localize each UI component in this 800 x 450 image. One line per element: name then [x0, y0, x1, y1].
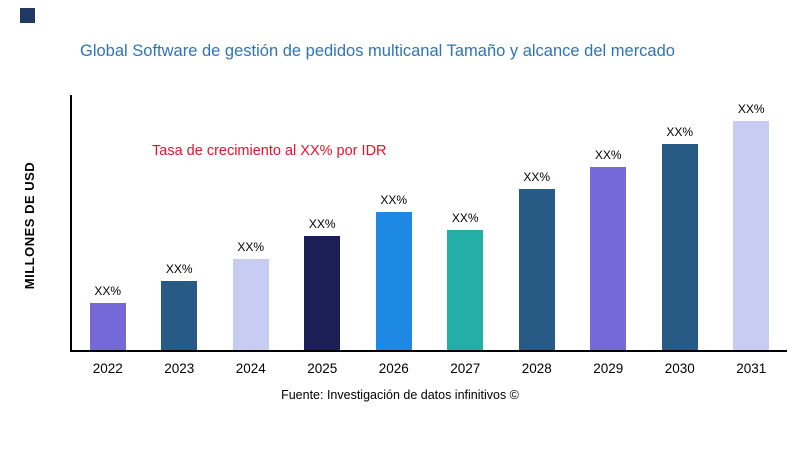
- bar: [232, 259, 269, 350]
- x-tick-label: 2026: [378, 361, 409, 376]
- source-caption: Fuente: Investigación de datos infinitiv…: [281, 388, 519, 402]
- y-axis-label-text: MILLONES DE USD: [22, 161, 38, 289]
- x-tick-label: 2027: [450, 361, 481, 376]
- bar: [733, 121, 770, 350]
- bar-value-label: XX%: [523, 170, 551, 184]
- bar-group: XX% 2028: [518, 95, 555, 376]
- bar: [304, 236, 341, 350]
- bar-group: XX% 2029: [590, 95, 627, 376]
- growth-annotation: Tasa de crecimiento al XX% por IDR: [152, 143, 387, 159]
- bar-value-label: XX%: [94, 284, 122, 298]
- bar: [590, 167, 627, 350]
- x-tick-label: 2022: [92, 361, 123, 376]
- bar-value-label: XX%: [380, 193, 408, 207]
- bar-group: XX% 2027: [447, 95, 484, 376]
- bar-value-label: XX%: [237, 240, 265, 254]
- bar-group: XX% 2024: [232, 95, 269, 376]
- bar-value-label: XX%: [165, 262, 193, 276]
- bar-value-label: XX%: [666, 125, 694, 139]
- plot-area: Tasa de crecimiento al XX% por IDR XX% 20…: [70, 95, 787, 376]
- bar-value-label: XX%: [594, 148, 622, 162]
- x-tick-label: 2024: [235, 361, 266, 376]
- bar: [518, 189, 555, 350]
- bar-value-label: XX%: [308, 217, 336, 231]
- bar-group: XX% 2023: [161, 95, 198, 376]
- logo-mark: [20, 8, 35, 23]
- bar: [161, 281, 198, 350]
- bar-value-label: XX%: [451, 211, 479, 225]
- bar-group: XX% 2022: [89, 95, 126, 376]
- bar-group: XX% 2025: [304, 95, 341, 376]
- x-tick-label: 2030: [664, 361, 695, 376]
- bar: [89, 303, 126, 350]
- x-tick-label: 2031: [736, 361, 767, 376]
- x-tick-label: 2023: [164, 361, 195, 376]
- y-axis-label: MILLONES DE USD: [18, 100, 42, 350]
- x-tick-label: 2029: [593, 361, 624, 376]
- bar: [661, 144, 698, 350]
- x-tick-label: 2028: [521, 361, 552, 376]
- bar-group: XX% 2031: [733, 95, 770, 376]
- bar-group: XX% 2030: [661, 95, 698, 376]
- chart-title: Global Software de gestión de pedidos mu…: [80, 42, 675, 60]
- bar-group: XX% 2026: [375, 95, 412, 376]
- bar-value-label: XX%: [737, 102, 765, 116]
- bar: [447, 230, 484, 350]
- x-tick-label: 2025: [307, 361, 338, 376]
- bar: [375, 212, 412, 350]
